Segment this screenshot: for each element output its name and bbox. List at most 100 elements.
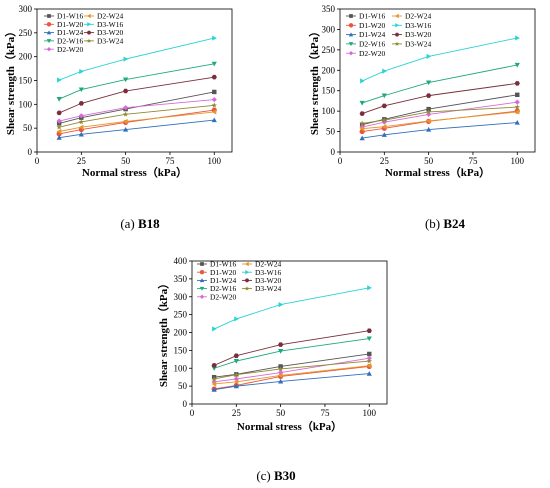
legend-marker: [47, 14, 51, 18]
data-point: [78, 131, 84, 137]
series-line: [59, 104, 215, 128]
data-point: [381, 103, 387, 109]
series-d2-w16: [359, 62, 520, 106]
legend-label: D2-W24: [255, 260, 281, 269]
legend-marker: [200, 262, 204, 266]
data-point: [57, 77, 62, 83]
series-line: [58, 37, 215, 81]
data-point: [211, 61, 217, 67]
series-d1-w24: [56, 117, 217, 140]
data-point: [278, 349, 284, 354]
series-d3-w20: [56, 74, 217, 116]
data-point: [515, 92, 520, 98]
legend-label: D2-W24: [405, 12, 431, 21]
data-point: [277, 366, 284, 372]
x-tick-label: 50: [424, 156, 434, 166]
legend-label: D1-W16: [210, 260, 236, 269]
data-point: [211, 376, 217, 382]
data-point: [359, 135, 365, 141]
data-point: [211, 74, 217, 80]
legend-label: D2-W16: [57, 37, 83, 46]
y-tick-label: 0: [28, 147, 33, 157]
caption-letter: (a): [120, 216, 138, 231]
data-point: [426, 80, 432, 86]
x-tick-label: 50: [276, 408, 286, 418]
data-point: [514, 81, 520, 86]
data-point: [211, 387, 217, 392]
data-point: [381, 124, 387, 130]
legend-label: D1-W20: [210, 268, 236, 277]
legend-marker: [348, 32, 354, 37]
y-tick-label: 50: [23, 123, 33, 133]
legend-marker: [394, 41, 400, 46]
data-point: [359, 120, 365, 126]
y-tick-label: 400: [174, 256, 188, 266]
data-point: [382, 68, 387, 74]
legend-label: D2-W20: [359, 49, 385, 58]
data-point: [78, 87, 84, 93]
data-point: [211, 363, 217, 368]
data-point: [426, 126, 432, 132]
data-point: [359, 126, 365, 132]
legend-marker: [199, 270, 205, 275]
legend-label: D3-W20: [405, 30, 431, 39]
legend-label: D1-W16: [57, 12, 83, 21]
series-line: [214, 353, 370, 378]
y-tick-label: 300: [322, 24, 336, 34]
series-d2-w24: [56, 109, 217, 135]
legend-marker: [46, 22, 52, 27]
legend-marker: [46, 39, 52, 44]
data-point: [233, 383, 239, 389]
data-point: [426, 118, 431, 124]
series-line: [214, 360, 370, 380]
y-tick-label: 300: [19, 4, 33, 14]
data-point: [359, 100, 365, 106]
data-point: [278, 369, 284, 376]
data-point: [56, 97, 62, 102]
legend-marker: [244, 261, 249, 267]
legend-marker: [244, 286, 250, 291]
data-point: [233, 371, 240, 377]
legend: D1-W16D1-W20D1-W24D2-W16D2-W20D2-W24D3-W…: [346, 12, 431, 58]
panel-caption: (a) B18: [120, 216, 160, 231]
series-line: [59, 109, 215, 135]
y-tick-label: 100: [322, 106, 336, 116]
series-line: [362, 101, 518, 128]
x-tick-label: 25: [77, 156, 87, 166]
legend-marker: [46, 47, 52, 52]
data-point: [56, 135, 62, 140]
caption-name: B30: [274, 468, 296, 483]
series-line: [362, 111, 518, 130]
series-d1-w24: [359, 119, 520, 141]
legend-label: D3-W20: [97, 28, 123, 37]
y-tick-label: 350: [174, 274, 188, 284]
data-point: [514, 109, 520, 115]
caption-name: B24: [443, 216, 465, 231]
data-point: [278, 302, 284, 308]
data-point: [514, 119, 520, 125]
series-d2-w24: [211, 363, 372, 387]
legend-label: D1-W20: [57, 20, 83, 29]
x-tick-label: 0: [190, 408, 195, 418]
legend-label: D3-W16: [405, 21, 431, 30]
data-point: [367, 285, 372, 291]
data-point: [212, 89, 217, 95]
y-tick-label: 200: [19, 52, 33, 62]
legend-label: D1-W24: [57, 28, 83, 37]
data-point: [366, 371, 372, 376]
data-point: [212, 326, 217, 332]
data-point: [278, 372, 283, 378]
legend-label: D1-W24: [210, 276, 236, 285]
legend-label: D2-W24: [97, 12, 123, 21]
data-point: [123, 77, 129, 83]
data-point: [56, 128, 62, 135]
series-line: [213, 287, 370, 330]
data-point: [78, 124, 84, 130]
data-point: [381, 119, 387, 125]
series-d3-w20: [211, 328, 372, 368]
x-tick-label: 75: [468, 156, 478, 166]
data-point: [425, 109, 432, 115]
legend-label: D1-W20: [359, 21, 385, 30]
data-point: [381, 132, 387, 137]
series-line: [59, 111, 215, 132]
